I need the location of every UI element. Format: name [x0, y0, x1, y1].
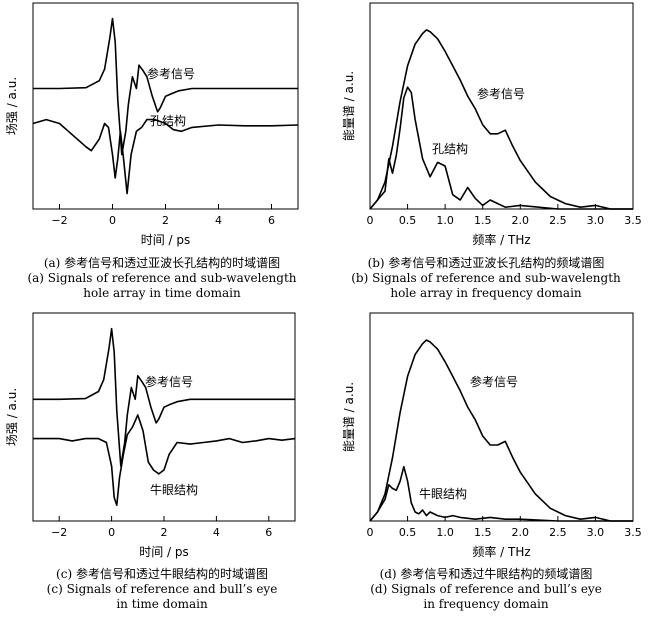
series-line-b-0 [369, 29, 633, 210]
caption-b-en1: (b) Signals of reference and sub-wavelen… [351, 271, 621, 285]
series-label-b-1: 孔结构 [432, 141, 468, 156]
x-tick-label-c: 0 [108, 526, 115, 539]
plot-frame-b [369, 2, 634, 210]
y-axis-label-c: 场强 / a.u. [5, 388, 19, 446]
x-tick-label-d: 0.5 [399, 526, 417, 539]
caption-c-en2: in time domain [116, 597, 208, 611]
series-line-b-1 [369, 86, 633, 210]
x-tick-label-d: 3.5 [624, 526, 642, 539]
x-tick-label-c: 6 [265, 526, 272, 539]
caption-c-en1: (c) Signals of reference and bull’s eye [46, 582, 278, 596]
x-tick-label-b: 2.0 [512, 214, 530, 227]
x-axis-label-d: 频率 / THz [472, 544, 530, 559]
series-line-d-0 [369, 339, 633, 522]
y-axis-label-a: 场强 / a.u. [5, 77, 19, 135]
caption-a-en1: (a) Signals of reference and sub-wavelen… [27, 271, 297, 285]
series-label-d-0: 参考信号 [470, 374, 518, 389]
caption-a: (a) 参考信号和透过亚波长孔结构的时域谱图 (a) Signals of re… [0, 256, 324, 301]
x-tick-label-b: 3.0 [587, 214, 605, 227]
x-tick-label-b: 0.5 [399, 214, 417, 227]
series-label-d-1: 牛眼结构 [419, 486, 467, 501]
series-label-a-0: 参考信号 [147, 66, 195, 81]
x-tick-label-d: 0 [367, 526, 374, 539]
series-label-c-0: 参考信号 [145, 374, 193, 389]
x-tick-label-d: 1.5 [474, 526, 492, 539]
x-tick-label-a: 2 [162, 214, 169, 227]
caption-d-en2: in frequency domain [423, 597, 549, 611]
caption-d: (d) 参考信号和透过牛眼结构的频域谱图 (d) Signals of refe… [324, 567, 648, 612]
x-axis-label-a: 时间 / ps [141, 233, 191, 247]
plot-frame-d [369, 312, 634, 522]
x-tick-label-a: 0 [109, 214, 116, 227]
caption-b-en2: hole array in frequency domain [390, 286, 582, 300]
x-tick-label-d: 2.0 [512, 526, 530, 539]
y-axis-label-d: 能量谱 / a.u. [342, 382, 356, 452]
series-line-c-1 [33, 414, 296, 507]
series-line-a-0 [33, 17, 298, 156]
caption-d-en1: (d) Signals of reference and bull’s eye [370, 582, 602, 596]
series-line-d-1 [369, 465, 633, 522]
x-tick-label-d: 3.0 [587, 526, 605, 539]
x-tick-label-c: −2 [51, 526, 67, 539]
series-line-c-0 [33, 327, 295, 467]
caption-a-en2: hole array in time domain [83, 286, 241, 300]
plot-frame-a [32, 2, 299, 210]
x-tick-label-b: 1.0 [436, 214, 454, 227]
x-axis-label-b: 频率 / THz [472, 232, 530, 247]
caption-c: (c) 参考信号和透过牛眼结构的时域谱图 (c) Signals of refe… [0, 567, 324, 612]
series-label-c-1: 牛眼结构 [150, 482, 198, 497]
caption-d-zh: (d) 参考信号和透过牛眼结构的频域谱图 [379, 567, 593, 581]
x-axis-label-c: 时间 / ps [139, 545, 189, 559]
series-label-a-1: 孔结构 [150, 113, 186, 128]
x-tick-label-c: 2 [161, 526, 168, 539]
series-line-a-1 [32, 118, 299, 195]
caption-c-zh: (c) 参考信号和透过牛眼结构的时域谱图 [56, 567, 268, 581]
x-tick-label-b: 2.5 [549, 214, 567, 227]
x-tick-label-d: 1.0 [436, 526, 454, 539]
x-tick-label-a: −2 [51, 214, 67, 227]
series-label-b-0: 参考信号 [477, 86, 525, 101]
y-axis-label-b: 能量谱 / a.u. [342, 71, 356, 141]
x-tick-label-b: 3.5 [624, 214, 642, 227]
x-tick-label-a: 6 [268, 214, 275, 227]
x-tick-label-d: 2.5 [549, 526, 567, 539]
caption-b: (b) 参考信号和透过亚波长孔结构的频域谱图 (b) Signals of re… [324, 256, 648, 301]
x-tick-label-c: 4 [213, 526, 220, 539]
caption-a-zh: (a) 参考信号和透过亚波长孔结构的时域谱图 [43, 256, 281, 270]
x-tick-label-a: 4 [215, 214, 222, 227]
caption-b-zh: (b) 参考信号和透过亚波长孔结构的频域谱图 [367, 256, 605, 270]
x-tick-label-b: 1.5 [474, 214, 492, 227]
x-tick-label-b: 0 [367, 214, 374, 227]
